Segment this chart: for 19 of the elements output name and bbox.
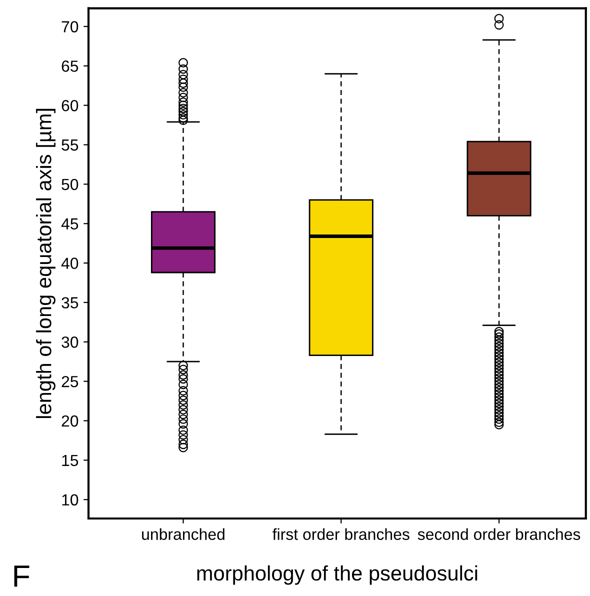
y-tick-label: 40 [61,258,78,269]
y-tick-label: 55 [62,140,78,151]
y-tick-label: 30 [62,336,78,348]
y-tick-label: 45 [61,218,78,230]
text: F [14,566,30,587]
y-tick-label: 60 [62,100,78,112]
y-tick-label: 65 [62,60,78,72]
y-axis-title: length of long equatorial axis [µm] [36,108,56,418]
y-tick-label: 20 [62,415,78,427]
y-tick-label: 15 [62,454,78,466]
y-tick-label: 35 [62,297,78,308]
x-tick-label: second order branches [418,528,580,540]
y-tick-label: 70 [62,21,78,32]
y-tick-label: 10 [62,494,78,506]
y-tick-label: 25 [62,376,78,388]
y-tick-label: 50 [62,178,78,190]
x-tick-label: first order branches [272,528,410,540]
x-tick-label: unbranched [142,528,224,540]
x-axis-title: morphology of the pseudosulci [197,565,478,585]
